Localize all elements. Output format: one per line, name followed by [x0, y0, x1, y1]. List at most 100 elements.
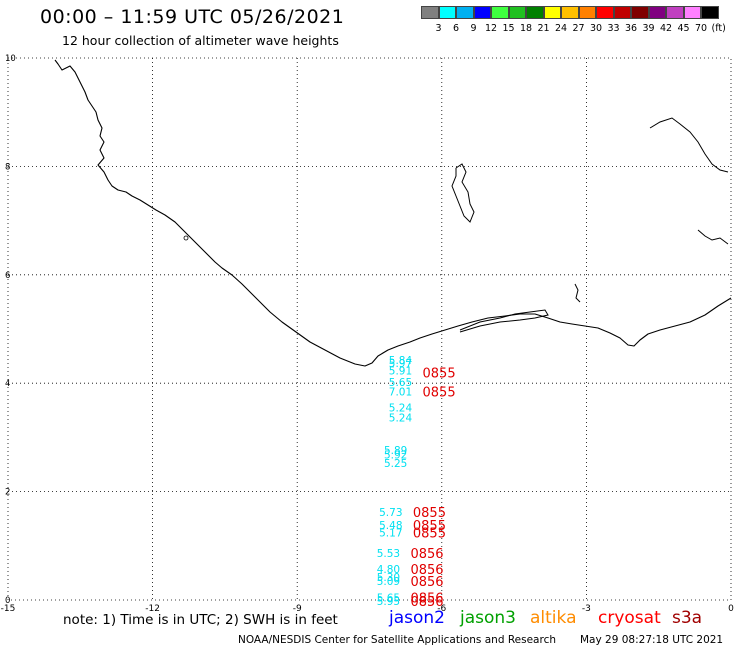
- satellite-jason2: jason2: [389, 608, 445, 628]
- legend-swatch: [683, 6, 701, 19]
- time-label: 0855: [413, 506, 446, 521]
- legend-tick: 39: [642, 23, 655, 34]
- x-tick-label: -3: [582, 604, 591, 614]
- time-label: 0856: [410, 547, 443, 562]
- time-label: 0856: [410, 575, 443, 590]
- time-label: 0856: [410, 563, 443, 578]
- y-tick-label: 8: [5, 162, 10, 172]
- y-tick-label: 10: [5, 54, 16, 64]
- wave-height-label: 7.01: [389, 386, 412, 398]
- wave-height-label: 5.73: [379, 507, 402, 519]
- legend-tick: 70: [694, 23, 708, 34]
- legend-tick: 33: [607, 23, 620, 34]
- axis-labels: -15 -12 -9 -6 -3 0 0 2 4 6 8 10: [1, 54, 734, 614]
- wave-height-label: 5.48: [379, 520, 402, 532]
- map-title: 00:00 – 11:59 UTC 05/26/2021: [40, 6, 345, 28]
- color-legend: 3 6 9 12 15 18 21 24 27 30 33 36 39 42 45 70 (ft): [421, 6, 726, 34]
- legend-swatch: [491, 6, 509, 19]
- legend-ticks: 3 6 9 12 15 18 21 24 27 30 33 36 39 42 45 70 (ft): [421, 23, 740, 37]
- legend-swatch: [578, 6, 596, 19]
- legend-swatch: [438, 6, 456, 19]
- coastline-mainland: [54, 59, 732, 367]
- legend-tick: 21: [537, 23, 550, 34]
- wave-height-label: 5.17: [379, 527, 402, 539]
- wave-height-label: 5.84: [389, 355, 413, 367]
- inlet-outline: [697, 229, 729, 245]
- x-tick-label: -9: [293, 604, 302, 614]
- legend-swatch: [631, 6, 649, 19]
- time-label: 0856: [410, 591, 443, 606]
- wave-height-label: 5.95: [377, 596, 400, 608]
- legend-tick: 45: [677, 23, 690, 34]
- legend-unit: (ft): [711, 23, 726, 34]
- satellite-jason3: jason3: [460, 608, 516, 628]
- legend-tick: 42: [659, 23, 673, 34]
- inlet-outline: [574, 283, 581, 303]
- credit-time: May 29 08:27:18 UTC 2021: [580, 634, 724, 646]
- legend-tick: 30: [589, 23, 603, 34]
- legend-swatch: [561, 6, 579, 19]
- time-label: 0855: [413, 519, 446, 534]
- legend-swatch: [421, 6, 439, 19]
- satellite-altika: altika: [530, 608, 577, 628]
- time-label: 0856: [410, 595, 443, 610]
- wave-height-label: 5.65: [377, 592, 400, 604]
- wave-height-label: 5.97: [389, 358, 412, 370]
- y-tick-label: 2: [5, 488, 10, 498]
- river-outline: [649, 117, 729, 173]
- wave-height-label: 5.91: [389, 366, 412, 378]
- legend-tick: 9: [470, 23, 477, 34]
- legend-swatch: [456, 6, 474, 19]
- legend-swatch: [648, 6, 666, 19]
- legend-tick: 12: [484, 23, 498, 34]
- wave-height-labels: 5.845.975.915.657.015.245.245.895.925.25…: [377, 355, 413, 608]
- wave-height-label: 5.25: [384, 458, 407, 470]
- x-tick-label: -6: [437, 604, 446, 614]
- lake-outline: [451, 163, 475, 223]
- time-label: 0855: [423, 366, 456, 381]
- legend-swatch: [508, 6, 526, 19]
- x-tick-label: -15: [1, 604, 16, 614]
- legend-tick: 6: [452, 23, 460, 34]
- legend-tick: 24: [554, 23, 568, 34]
- satellite-cryosat: cryosat: [598, 608, 661, 628]
- coastline: [54, 59, 732, 367]
- legend-tick: 27: [572, 23, 585, 34]
- x-tick-label: 0: [728, 604, 734, 614]
- wave-height-label: 5.24: [389, 412, 413, 424]
- legend-swatch: [613, 6, 631, 19]
- note-text: note: 1) Time is in UTC; 2) SWH is in fe…: [63, 612, 338, 628]
- wave-height-label: 4.80: [377, 564, 400, 576]
- legend-tick: 36: [624, 23, 638, 34]
- map-subtitle: 12 hour collection of altimeter wave hei…: [62, 33, 339, 48]
- map-frame: [7, 57, 732, 601]
- small-lake: [183, 235, 189, 241]
- legend-swatch: [473, 6, 491, 19]
- wave-height-label: 5.92: [384, 450, 407, 462]
- map-grid: [7, 57, 732, 601]
- legend-swatches: [421, 6, 719, 19]
- wave-height-label: 5.24: [389, 403, 413, 415]
- wave-height-label: 5.30: [377, 572, 400, 584]
- y-tick-label: 4: [5, 379, 10, 389]
- wave-height-label: 5.53: [377, 548, 400, 560]
- credit-text: NOAA/NESDIS Center for Satellite Applica…: [238, 634, 556, 646]
- wave-height-label: 5.89: [384, 445, 407, 457]
- coastline-lagoon: [459, 309, 549, 333]
- x-tick-label: -12: [145, 604, 160, 614]
- legend-tick: 3: [435, 23, 442, 34]
- legend-swatch: [596, 6, 614, 19]
- legend-tick: 18: [519, 23, 533, 34]
- time-label: 0855: [413, 526, 446, 541]
- legend-swatch: [701, 6, 719, 19]
- y-tick-label: 0: [5, 596, 10, 606]
- satellite-s3a: s3a: [672, 608, 703, 628]
- wave-height-label: 5.09: [377, 576, 400, 588]
- y-tick-label: 6: [5, 271, 10, 281]
- wave-height-label: 5.65: [389, 377, 412, 389]
- time-label: 0855: [423, 385, 456, 400]
- legend-swatch: [543, 6, 561, 19]
- legend-tick: 15: [502, 23, 515, 34]
